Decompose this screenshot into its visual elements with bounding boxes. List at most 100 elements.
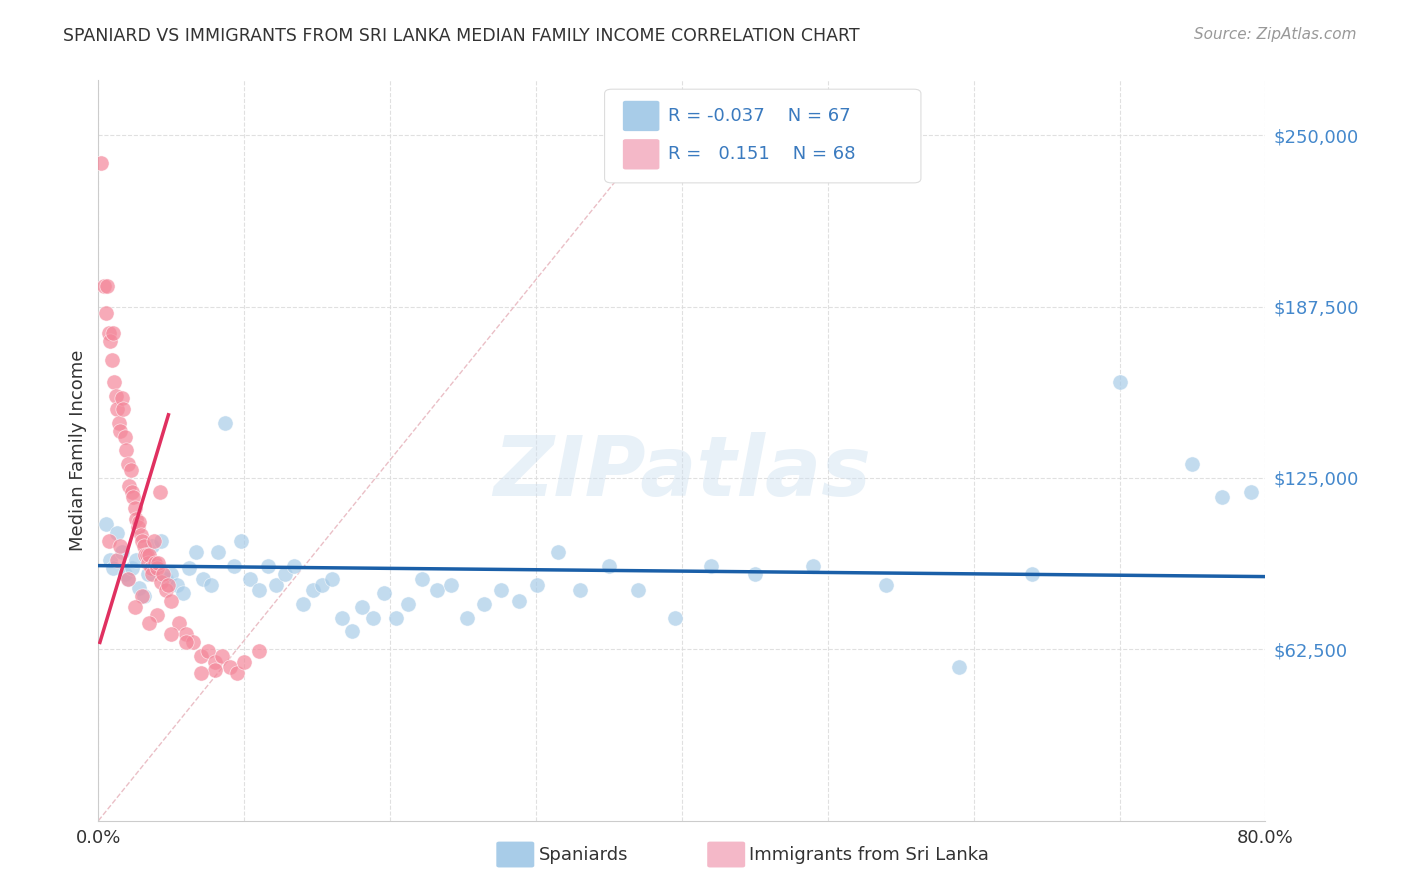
Point	[111, 392, 134, 406]
Point	[105, 402, 128, 417]
Point	[115, 443, 138, 458]
Point	[204, 663, 226, 677]
Point	[160, 627, 183, 641]
Point	[568, 583, 591, 598]
Point	[146, 607, 169, 622]
Point	[93, 279, 115, 293]
Point	[167, 616, 190, 631]
Point	[131, 533, 153, 548]
Point	[396, 597, 419, 611]
Point	[148, 556, 170, 570]
Point	[211, 649, 233, 664]
Point	[160, 566, 183, 581]
Point	[226, 665, 249, 680]
Point	[193, 572, 215, 586]
Point	[141, 566, 163, 581]
Point	[547, 545, 569, 559]
Point	[1021, 566, 1043, 581]
Point	[108, 416, 131, 430]
Point	[121, 484, 143, 499]
Point	[200, 578, 222, 592]
Point	[361, 611, 384, 625]
Point	[291, 597, 314, 611]
Point	[98, 553, 121, 567]
Point	[190, 649, 212, 664]
Point	[143, 556, 166, 570]
Point	[155, 572, 177, 586]
Point	[127, 520, 149, 534]
Point	[744, 566, 766, 581]
Point	[101, 326, 124, 340]
Point	[136, 556, 159, 570]
Point	[204, 655, 226, 669]
Point	[114, 430, 136, 444]
Point	[97, 326, 120, 340]
Point	[142, 533, 165, 548]
Point	[1108, 375, 1130, 389]
Point	[114, 566, 136, 581]
Point	[373, 586, 395, 600]
Point	[311, 578, 333, 592]
Point	[150, 533, 173, 548]
Point	[111, 545, 134, 559]
Point	[117, 457, 139, 471]
Point	[105, 525, 128, 540]
Point	[132, 589, 155, 603]
Point	[134, 548, 156, 562]
Point	[105, 553, 128, 567]
Point	[112, 402, 135, 417]
Text: Source: ZipAtlas.com: Source: ZipAtlas.com	[1194, 27, 1357, 42]
Text: R = -0.037    N = 67: R = -0.037 N = 67	[668, 107, 851, 125]
Point	[1240, 484, 1263, 499]
Text: SPANIARD VS IMMIGRANTS FROM SRI LANKA MEDIAN FAMILY INCOME CORRELATION CHART: SPANIARD VS IMMIGRANTS FROM SRI LANKA ME…	[63, 27, 860, 45]
Point	[96, 279, 118, 293]
Point	[136, 566, 159, 581]
Point	[302, 583, 325, 598]
Text: Spaniards: Spaniards	[538, 846, 628, 863]
Text: R =   0.151    N = 68: R = 0.151 N = 68	[668, 145, 855, 163]
Point	[172, 586, 194, 600]
Point	[94, 517, 117, 532]
Point	[104, 389, 127, 403]
Point	[247, 643, 270, 657]
Point	[94, 306, 117, 320]
Point	[160, 594, 183, 608]
Point	[948, 660, 970, 674]
Point	[342, 624, 364, 639]
Point	[157, 578, 180, 592]
Point	[132, 540, 155, 554]
Point	[125, 512, 148, 526]
Point	[149, 484, 172, 499]
Point	[110, 540, 132, 554]
Point	[117, 572, 139, 586]
Point	[150, 575, 173, 590]
Point	[801, 558, 824, 573]
Point	[117, 572, 139, 586]
Point	[440, 578, 463, 592]
Point	[207, 545, 229, 559]
Point	[190, 665, 212, 680]
Point	[177, 561, 200, 575]
Point	[274, 566, 297, 581]
Point	[247, 583, 270, 598]
Point	[138, 616, 160, 631]
Point	[128, 515, 150, 529]
Point	[197, 643, 219, 657]
Point	[152, 566, 174, 581]
Point	[472, 597, 495, 611]
Point	[174, 627, 197, 641]
Point	[138, 548, 160, 562]
Point	[181, 635, 204, 649]
Point	[330, 611, 353, 625]
Y-axis label: Median Family Income: Median Family Income	[69, 350, 87, 551]
Point	[875, 578, 897, 592]
Point	[146, 561, 169, 575]
Point	[124, 501, 146, 516]
Point	[100, 353, 122, 368]
Point	[222, 558, 245, 573]
Point	[489, 583, 512, 598]
Point	[122, 490, 145, 504]
Point	[166, 578, 188, 592]
Text: ZIPatlas: ZIPatlas	[494, 432, 870, 513]
Point	[214, 416, 236, 430]
